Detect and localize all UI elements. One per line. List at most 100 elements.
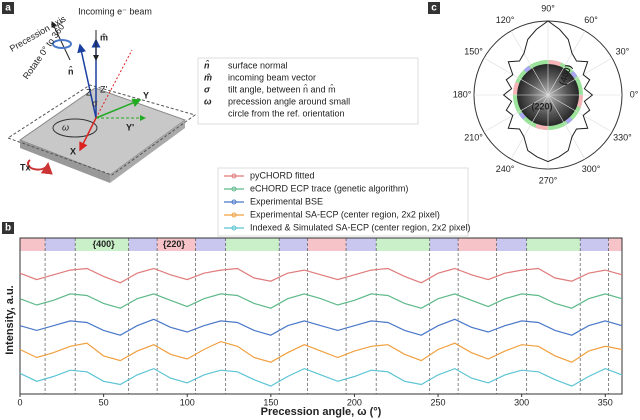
angle-label: 240° [496, 164, 515, 174]
legend-label: pyCHORD fitted [250, 170, 315, 180]
region [20, 238, 46, 251]
panel-a: a Precession axis Rotate 0° to 360° Inco… [2, 2, 419, 183]
region [225, 238, 280, 251]
x-tick-label: 300 [514, 397, 529, 407]
series-line [19, 293, 623, 309]
region [128, 238, 158, 251]
series-line [19, 267, 623, 284]
label: Y [143, 90, 149, 100]
label: Z [86, 87, 92, 97]
angular-grid [483, 94, 549, 133]
symbol-text: precession angle around small [228, 96, 350, 106]
x-tick-label: 100 [180, 397, 195, 407]
x-tick-label: 350 [598, 397, 613, 407]
legend-label: Indexed & Simulated SA-ECP (center regio… [250, 222, 470, 232]
x-tick-label: 50 [99, 397, 109, 407]
series-line [19, 340, 623, 363]
legend-marker [231, 186, 237, 192]
tilt-icon [27, 159, 53, 175]
label: Incoming e⁻ beam [78, 6, 152, 16]
region [526, 238, 581, 251]
beam-line [95, 49, 133, 119]
label: Z' [100, 84, 107, 94]
angle-label: 90° [541, 3, 555, 13]
region [346, 238, 377, 251]
legend-label: eCHORD ECP trace (genetic algorithm) [250, 183, 408, 193]
series-line [19, 318, 623, 336]
angular-grid [510, 30, 549, 96]
angle-label: 180° [453, 89, 472, 99]
angular-grid [547, 94, 586, 160]
symbol-legend: n̂ surface normal m̂ incoming beam vector σ t… [204, 60, 350, 119]
angular-grid [547, 94, 613, 133]
x-tick-label: 150 [263, 397, 278, 407]
label: X [70, 146, 76, 156]
label: σ [92, 98, 98, 108]
region [376, 238, 430, 251]
symbol-text: incoming beam vector [228, 72, 316, 82]
series-line [19, 367, 623, 387]
angle-label: 150° [464, 46, 483, 56]
label: n̂ [68, 66, 74, 77]
x-tick-label: 250 [431, 397, 446, 407]
panel-label-box [2, 222, 14, 234]
annotation: {220} [163, 239, 186, 249]
angle-label: 330° [613, 132, 632, 142]
symbol-text: surface normal [228, 60, 288, 70]
symbol-text: circle from the ref. orientation [228, 108, 345, 118]
region [429, 238, 459, 251]
legend-marker [231, 173, 237, 179]
sample-plate [18, 87, 187, 176]
precession-circle [52, 118, 98, 138]
x-axis [79, 117, 97, 152]
region [458, 238, 497, 251]
angular-grid [483, 57, 549, 96]
legend-label: Experimental SA-ECP (center region, 2x2 … [250, 209, 440, 219]
symbol: σ [204, 84, 211, 94]
angle-label: 0° [630, 89, 639, 99]
region [195, 238, 226, 251]
line-chart: {400} {220} 0 50 100 150 200 250 300 350 pyCHORD f… [17, 170, 623, 407]
panel-label: a [5, 3, 11, 14]
label: Tx [20, 162, 31, 172]
region [608, 238, 622, 251]
pattern-label: (220) [531, 101, 552, 111]
x-axis-title: Precession angle, ω (°) [261, 406, 382, 418]
angle-label: 300° [582, 164, 601, 174]
region [307, 238, 347, 251]
panel-label: b [5, 223, 11, 234]
region [75, 238, 129, 251]
region [45, 238, 76, 251]
legend-box [217, 167, 469, 237]
angle-label: 120° [496, 15, 515, 25]
region [157, 238, 196, 251]
polar-line [502, 20, 594, 163]
legend-marker [231, 225, 237, 231]
label: Y' [126, 122, 134, 132]
region [496, 238, 527, 251]
label: m̂ [100, 32, 108, 42]
plot-frame [19, 237, 623, 395]
angle-label: 30° [616, 46, 630, 56]
y-axis-title: Intensity, a.u. [4, 285, 16, 354]
y-axis [95, 98, 142, 119]
angular-grid [547, 30, 586, 96]
x-tick-label: 0 [17, 397, 22, 407]
legend-marker [231, 212, 237, 218]
label: ω [62, 122, 69, 132]
x-tick-label: 200 [347, 397, 362, 407]
symbol-text: tilt angle, between n̂ and m̂ [228, 84, 336, 94]
ref-plane [6, 84, 197, 176]
panel-label-box [2, 2, 14, 14]
angle-label: 210° [464, 132, 483, 142]
panel-label: c [431, 3, 437, 14]
angle-label: 270° [539, 175, 558, 185]
region [580, 238, 609, 251]
angle-label: 60° [584, 15, 598, 25]
angular-grid [510, 94, 549, 160]
symbol: m̂ [204, 72, 212, 82]
legend-marker [231, 199, 237, 205]
panel-label-box [428, 2, 440, 14]
annotation: {400} [93, 239, 116, 249]
